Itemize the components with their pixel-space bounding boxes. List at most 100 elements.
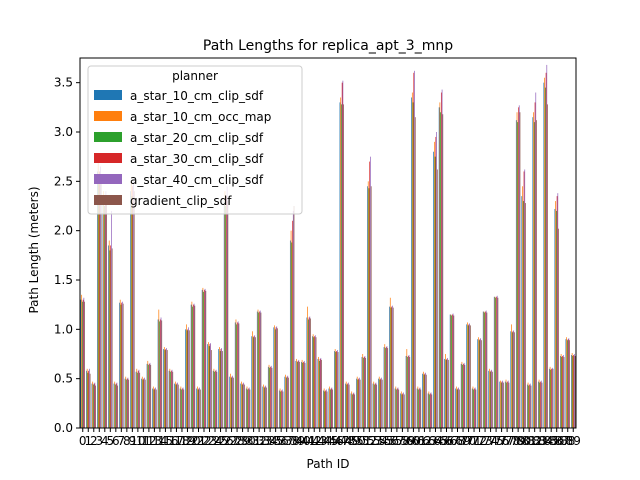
bar-a_star_30_cm_clip_sdf-59 — [407, 355, 409, 428]
bar-a_star_20_cm_clip_sdf-40 — [302, 362, 304, 428]
x-tick-label: 83 — [533, 434, 548, 448]
bar-a_star_30_cm_clip_sdf-14 — [159, 319, 161, 428]
x-tick-label: 8 — [123, 434, 131, 448]
bar-a_star_40_cm_clip_sdf-33 — [265, 385, 267, 428]
bar-a_star_10_cm_occ_map-40 — [301, 359, 303, 428]
bar-gradient_clip_sdf-48 — [348, 384, 350, 428]
x-tick-label: 6 — [112, 434, 120, 448]
legend: planner a_star_10_cm_clip_sdf a_star_10_cm… — [87, 65, 303, 215]
x-tick-label: 70 — [461, 434, 476, 448]
bar-a_star_40_cm_clip_sdf-52 — [370, 156, 371, 428]
bar-a_star_10_cm_clip_sdf-7 — [119, 302, 120, 428]
bar-a_star_20_cm_clip_sdf-32 — [258, 312, 260, 428]
bar-a_star_20_cm_clip_sdf-62 — [423, 374, 425, 428]
bar-a_star_20_cm_clip_sdf-68 — [456, 389, 458, 428]
bar-a_star_10_cm_occ_map-62 — [422, 371, 424, 428]
x-tick-label: 34 — [262, 434, 277, 448]
y-tick-label: 0.0 — [54, 421, 73, 435]
bar-a_star_40_cm_clip_sdf-57 — [397, 387, 399, 428]
bar-a_star_30_cm_clip_sdf-6 — [115, 383, 117, 428]
bar-a_star_10_cm_clip_sdf-17 — [174, 383, 175, 428]
x-tick-label: 38 — [285, 434, 300, 448]
bar-gradient_clip_sdf-29 — [244, 384, 245, 428]
bar-gradient_clip_sdf-78 — [514, 332, 515, 428]
bar-gradient_clip_sdf-76 — [503, 382, 504, 428]
x-tick-label: 21 — [191, 434, 206, 448]
bar-a_star_30_cm_clip_sdf-60 — [413, 72, 415, 429]
bar-a_star_10_cm_clip_sdf-56 — [389, 306, 390, 428]
bar-gradient_clip_sdf-6 — [117, 385, 119, 428]
x-tick-label: 20 — [185, 434, 200, 448]
bar-a_star_20_cm_clip_sdf-38 — [291, 242, 293, 428]
bar-a_star_10_cm_occ_map-84 — [544, 77, 545, 428]
legend-swatch — [94, 195, 122, 205]
bar-a_star_40_cm_clip_sdf-19 — [188, 327, 189, 428]
bar-a_star_30_cm_clip_sdf-27 — [231, 376, 233, 428]
bar-a_star_10_cm_clip_sdf-44 — [323, 390, 324, 428]
bar-a_star_30_cm_clip_sdf-0 — [82, 299, 84, 428]
bar-a_star_30_cm_clip_sdf-17 — [176, 383, 178, 428]
bar-a_star_40_cm_clip_sdf-66 — [447, 357, 448, 428]
bar-a_star_30_cm_clip_sdf-22 — [204, 289, 205, 428]
bar-a_star_20_cm_clip_sdf-24 — [214, 371, 216, 428]
bar-gradient_clip_sdf-41 — [310, 318, 311, 428]
bar-a_star_10_cm_occ_map-59 — [406, 349, 408, 428]
bar-a_star_20_cm_clip_sdf-57 — [396, 389, 397, 428]
bar-gradient_clip_sdf-79 — [519, 112, 521, 429]
bar-gradient_clip_sdf-88 — [569, 340, 570, 428]
bar-a_star_10_cm_occ_map-89 — [571, 353, 573, 428]
bar-a_star_10_cm_clip_sdf-59 — [405, 355, 407, 428]
bar-a_star_30_cm_clip_sdf-36 — [281, 390, 282, 428]
bar-a_star_10_cm_clip_sdf-19 — [185, 329, 186, 428]
bar-a_star_20_cm_clip_sdf-31 — [252, 337, 254, 428]
bar-a_star_10_cm_clip_sdf-68 — [455, 388, 457, 428]
bar-gradient_clip_sdf-57 — [398, 389, 400, 428]
bar-a_star_20_cm_clip_sdf-71 — [473, 389, 475, 428]
y-tick-label: 3.0 — [54, 125, 73, 139]
x-tick-label: 80 — [516, 434, 531, 448]
bar-gradient_clip_sdf-8 — [128, 379, 130, 428]
bar-a_star_30_cm_clip_sdf-42 — [314, 336, 315, 428]
bar-gradient_clip_sdf-9 — [133, 191, 135, 428]
bar-a_star_10_cm_occ_map-8 — [125, 376, 127, 428]
bar-a_star_20_cm_clip_sdf-88 — [566, 340, 568, 428]
x-tick-label: 43 — [312, 434, 327, 448]
bar-a_star_10_cm_occ_map-32 — [257, 309, 259, 428]
bar-a_star_40_cm_clip_sdf-10 — [138, 369, 140, 428]
bar-gradient_clip_sdf-2 — [95, 385, 96, 428]
bar-a_star_20_cm_clip_sdf-56 — [390, 307, 392, 428]
bar-a_star_10_cm_clip_sdf-13 — [152, 388, 153, 428]
bar-a_star_40_cm_clip_sdf-63 — [430, 392, 432, 428]
bar-a_star_40_cm_clip_sdf-46 — [337, 350, 338, 428]
bar-a_star_10_cm_occ_map-33 — [263, 384, 264, 428]
x-tick-label: 26 — [218, 434, 233, 448]
bar-a_star_40_cm_clip_sdf-81 — [529, 383, 531, 428]
x-tick-label: 41 — [301, 434, 316, 448]
bar-a_star_30_cm_clip_sdf-33 — [264, 386, 266, 428]
x-tick-label: 13 — [147, 434, 162, 448]
bar-a_star_20_cm_clip_sdf-76 — [500, 382, 502, 428]
bar-a_star_30_cm_clip_sdf-56 — [391, 306, 393, 428]
x-tick-label: 45 — [323, 434, 338, 448]
x-tick-label: 29 — [235, 434, 250, 448]
bar-a_star_30_cm_clip_sdf-48 — [347, 383, 349, 428]
bar-a_star_20_cm_clip_sdf-8 — [126, 379, 127, 428]
bar-a_star_10_cm_occ_map-5 — [108, 240, 110, 428]
bar-a_star_20_cm_clip_sdf-78 — [511, 332, 513, 428]
y-tick-label: 0.5 — [54, 372, 73, 386]
bar-a_star_10_cm_occ_map-79 — [516, 112, 518, 429]
bar-a_star_40_cm_clip_sdf-35 — [276, 326, 278, 428]
bar-a_star_10_cm_clip_sdf-4 — [102, 201, 104, 428]
bar-a_star_20_cm_clip_sdf-55 — [385, 348, 386, 428]
x-tick-label: 64 — [428, 434, 443, 448]
bar-a_star_10_cm_clip_sdf-45 — [328, 388, 330, 428]
bar-a_star_30_cm_clip_sdf-76 — [501, 381, 503, 428]
y-tick-label: 2.5 — [54, 174, 73, 188]
bar-a_star_40_cm_clip_sdf-60 — [414, 70, 415, 429]
bar-a_star_30_cm_clip_sdf-53 — [374, 383, 376, 428]
bar-a_star_10_cm_clip_sdf-25 — [218, 349, 220, 428]
bar-a_star_20_cm_clip_sdf-47 — [341, 104, 342, 428]
bar-a_star_30_cm_clip_sdf-43 — [319, 358, 321, 428]
bar-a_star_10_cm_occ_map-6 — [114, 381, 116, 428]
bar-a_star_20_cm_clip_sdf-23 — [208, 346, 210, 428]
